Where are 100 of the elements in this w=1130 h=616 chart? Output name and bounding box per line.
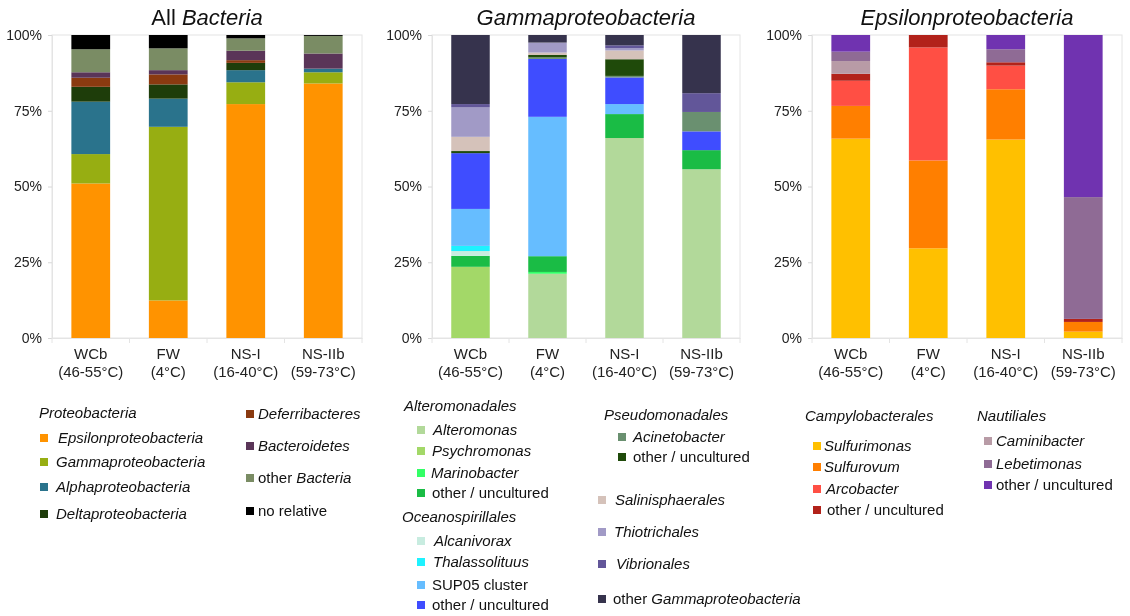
bar [1063, 197, 1103, 319]
bar [528, 116, 567, 257]
legend-label: Thalassolituus [433, 553, 530, 571]
legend-label: Vibrionales [616, 555, 691, 573]
y-tick-label: 75% [773, 102, 802, 119]
legend-label: Gammaproteobacteria [56, 453, 206, 471]
bar [831, 51, 871, 62]
bar [451, 266, 490, 338]
bar [451, 35, 490, 105]
bar [605, 59, 644, 76]
legend-label: Caminibacter [996, 432, 1086, 450]
bar [831, 138, 871, 338]
bar [226, 38, 266, 51]
x-tick-label: FW (4°C) [529, 344, 566, 381]
bar [71, 35, 111, 50]
y-tick-label: 0% [21, 329, 42, 346]
bar [605, 35, 644, 46]
bar [986, 35, 1026, 50]
legend-label: Sulfurovum [824, 458, 900, 476]
bar [226, 62, 266, 71]
legend-label: other Gammaproteobacteria [613, 590, 801, 608]
bar [148, 35, 188, 49]
legend-label: Thiotrichales [614, 523, 700, 541]
bar [148, 48, 188, 71]
bar [71, 77, 111, 87]
legend-label: other / uncultured [633, 448, 750, 466]
x-tick-label: NS-I (16-40°C) [213, 344, 279, 381]
bar [682, 169, 721, 338]
legend-label: Alphaproteobacteria [55, 478, 191, 496]
y-tick-label: 50% [773, 178, 802, 195]
bar [71, 49, 111, 73]
bar [451, 251, 490, 256]
bar [451, 104, 490, 108]
bar [71, 72, 111, 78]
legend-label: other / uncultured [432, 484, 549, 502]
text: Proteobacteria [39, 404, 137, 422]
legend-label: Lebetimonas [996, 455, 1083, 473]
bar [148, 126, 188, 301]
bar [1063, 331, 1103, 338]
bar [986, 65, 1026, 90]
bar [986, 62, 1026, 66]
y-tick-label: 25% [13, 254, 42, 271]
bar [451, 153, 490, 209]
bar [226, 70, 266, 83]
x-tick-label: NS-I (16-40°C) [591, 344, 658, 381]
bar [71, 101, 111, 155]
legend-label: SUP05 cluster [432, 576, 528, 594]
y-tick-label: 100% [386, 26, 422, 43]
bar [148, 74, 188, 85]
legend-label: no relative [258, 502, 328, 520]
y-tick-label: 25% [393, 254, 422, 271]
bar [71, 183, 111, 338]
x-tick-label: NS-IIb (59-73°C) [290, 344, 356, 381]
x-tick-label: NS-IIb (59-73°C) [668, 344, 735, 381]
bar [1063, 321, 1103, 332]
y-tick-label: 50% [393, 178, 422, 195]
bar [528, 58, 567, 117]
legend-label: Psychromonas [432, 442, 532, 460]
bar [226, 82, 266, 105]
bar [682, 150, 721, 170]
text: Pseudomonadales [604, 406, 729, 424]
legend-label: Alcanivorax [433, 532, 513, 550]
legend-label: Acinetobacter [632, 428, 726, 446]
bar [528, 256, 567, 272]
bar [605, 50, 644, 60]
bar [908, 47, 948, 161]
legend-label: Marinobacter [431, 464, 520, 482]
bar [682, 93, 721, 112]
y-tick-label: 75% [393, 102, 422, 119]
bar [682, 35, 721, 94]
legend-label: Epsilonproteobacteria [58, 429, 204, 447]
bar [148, 300, 188, 338]
bar [451, 208, 490, 246]
bar [986, 139, 1026, 338]
bar [986, 49, 1026, 63]
legend-label: Salinisphaerales [615, 491, 726, 509]
legend-label: Deferribacteres [258, 405, 362, 423]
x-tick-label: NS-IIb (59-73°C) [1050, 344, 1116, 381]
legend-label: Bacteroidetes [258, 437, 351, 455]
bar [451, 151, 490, 154]
legend-label: other / uncultured [827, 501, 944, 519]
bar [908, 248, 948, 338]
x-tick-label: WCb (46-55°C) [58, 344, 124, 381]
bar [528, 35, 567, 43]
legend-label: other / uncultured [432, 596, 549, 614]
bar [831, 73, 871, 81]
chart-title: All Bacteria [151, 5, 263, 30]
bar [303, 35, 343, 54]
bar [303, 72, 343, 84]
y-tick-label: 0% [781, 329, 802, 346]
bar [226, 50, 266, 61]
bar [682, 111, 721, 132]
bar [1063, 35, 1103, 198]
bar [605, 138, 644, 338]
bar [1063, 318, 1103, 322]
bar [528, 42, 567, 53]
y-tick-label: 50% [13, 178, 42, 195]
chart-title: Epsilonproteobacteria [860, 5, 1074, 30]
bar [605, 114, 644, 139]
x-tick-label: FW (4°C) [910, 344, 946, 381]
